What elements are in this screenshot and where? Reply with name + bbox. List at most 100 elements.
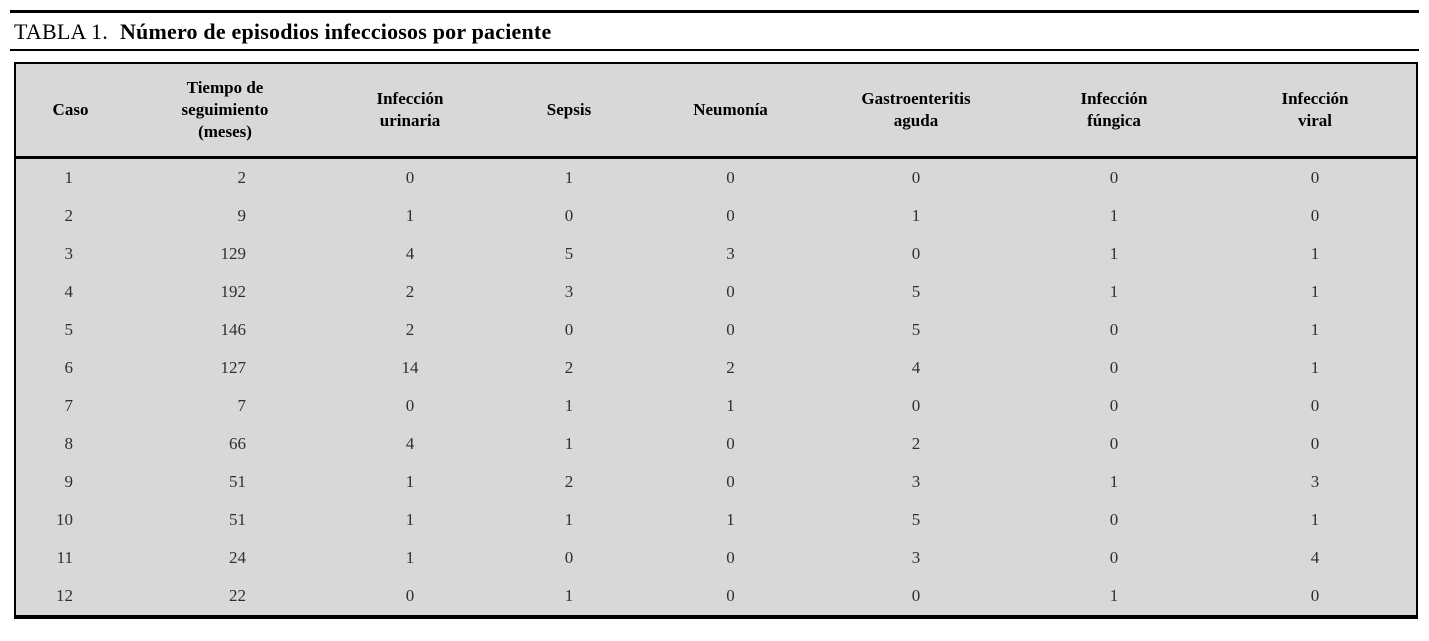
cell: 8: [64, 434, 74, 453]
cell: 192: [220, 282, 247, 301]
cell: 51: [229, 510, 246, 529]
cell: 0: [1310, 586, 1320, 605]
cell: 0: [405, 396, 415, 415]
cell: 1: [1310, 358, 1320, 377]
cell: 9: [237, 206, 247, 225]
table-row: 12 22 0 1 0 0 1 0: [15, 577, 1417, 617]
cell: 4: [64, 282, 74, 301]
cell: 4: [911, 358, 921, 377]
cell: 0: [726, 548, 735, 567]
cell: 3: [911, 548, 921, 567]
cell: 14: [401, 358, 419, 377]
cell: 129: [220, 244, 247, 263]
cell: 0: [726, 282, 735, 301]
cell: 2: [564, 472, 574, 491]
cell: 2: [564, 358, 574, 377]
column-header: Infección viral: [1214, 63, 1417, 159]
cell: 5: [564, 244, 574, 263]
cell: 1: [726, 396, 735, 415]
table-row: 9 51 1 2 0 3 1 3: [15, 463, 1417, 501]
table-row: 5 146 2 0 0 5 0 1: [15, 311, 1417, 349]
infectious-episodes-table: Caso Tiempo de seguimiento (meses) Infecci…: [14, 62, 1418, 619]
cell: 2: [911, 434, 921, 453]
column-header: Gastroenteritis aguda: [818, 63, 1014, 159]
cell: 1: [911, 206, 921, 225]
cell: 0: [726, 206, 735, 225]
cell: 0: [911, 586, 921, 605]
cell: 1: [564, 168, 574, 187]
table-row: 1 2 0 1 0 0 0 0: [15, 158, 1417, 198]
cell: 4: [405, 244, 415, 263]
cell: 5: [64, 320, 74, 339]
cell: 12: [56, 586, 73, 605]
cell: 9: [64, 472, 74, 491]
table-row: 2 9 1 0 0 1 1 0: [15, 197, 1417, 235]
cell: 0: [911, 244, 921, 263]
cell: 1: [564, 586, 574, 605]
cell: 1: [405, 472, 415, 491]
cell: 0: [1109, 358, 1119, 377]
cell: 0: [726, 434, 735, 453]
cell: 22: [229, 586, 246, 605]
cell: 7: [64, 396, 74, 415]
cell: 0: [405, 168, 415, 187]
header-row: Caso Tiempo de seguimiento (meses) Infecci…: [15, 63, 1417, 159]
cell: 1: [405, 548, 415, 567]
cell: 0: [1310, 168, 1320, 187]
cell: 1: [405, 206, 415, 225]
cell: 0: [726, 168, 735, 187]
cell: 0: [1109, 168, 1119, 187]
top-rule: [10, 10, 1419, 13]
cell: 0: [1109, 510, 1119, 529]
cell: 24: [229, 548, 246, 567]
cell: 1: [1109, 586, 1119, 605]
cell: 0: [1310, 396, 1320, 415]
cell: 1: [1310, 244, 1320, 263]
cell: 1: [564, 434, 574, 453]
cell: 1: [564, 510, 574, 529]
column-header: Tiempo de seguimiento (meses): [125, 63, 325, 159]
cell: 127: [220, 358, 247, 377]
cell: 2: [726, 358, 735, 377]
cell: 0: [1310, 206, 1320, 225]
cell: 146: [220, 320, 247, 339]
cell: 3: [911, 472, 921, 491]
table-title-label: TABLA 1.: [14, 19, 108, 44]
table-row: 6 127 14 2 2 4 0 1: [15, 349, 1417, 387]
cell: 5: [911, 320, 921, 339]
cell: 3: [64, 244, 74, 263]
cell: 0: [564, 320, 574, 339]
cell: 10: [56, 510, 73, 529]
cell: 66: [229, 434, 246, 453]
table-row: 10 51 1 1 1 5 0 1: [15, 501, 1417, 539]
table-row: 7 7 0 1 1 0 0 0: [15, 387, 1417, 425]
cell: 51: [229, 472, 246, 491]
cell: 7: [237, 396, 247, 415]
column-header: Sepsis: [495, 63, 643, 159]
cell: 0: [1109, 320, 1119, 339]
cell: 0: [1109, 548, 1119, 567]
column-header: Neumonía: [643, 63, 818, 159]
cell: 0: [726, 472, 735, 491]
cell: 1: [405, 510, 415, 529]
cell: 0: [911, 168, 921, 187]
cell: 1: [1310, 320, 1320, 339]
table-row: 8 66 4 1 0 2 0 0: [15, 425, 1417, 463]
cell: 3: [726, 244, 735, 263]
paper-page: TABLA 1. Número de episodios infecciosos …: [0, 10, 1429, 641]
cell: 0: [1109, 396, 1119, 415]
table-body: 1 2 0 1 0 0 0 0 2 9 1 0 0 1 1 0 3 129 4 5 3 0 1 1 4 192 2 3 0 5 1 1 5 146…: [15, 158, 1417, 618]
table-title-text: Número de episodios infecciosos por paci…: [119, 19, 552, 44]
cell: 1: [564, 396, 574, 415]
cell: 0: [405, 586, 415, 605]
cell: 4: [1310, 548, 1320, 567]
cell: 2: [405, 282, 415, 301]
cell: 0: [1109, 434, 1119, 453]
cell: 6: [64, 358, 74, 377]
table-row: 4 192 2 3 0 5 1 1: [15, 273, 1417, 311]
cell: 1: [1310, 510, 1320, 529]
column-header: Infección urinaria: [325, 63, 495, 159]
cell: 2: [405, 320, 415, 339]
cell: 2: [64, 206, 74, 225]
cell: 1: [1109, 206, 1119, 225]
